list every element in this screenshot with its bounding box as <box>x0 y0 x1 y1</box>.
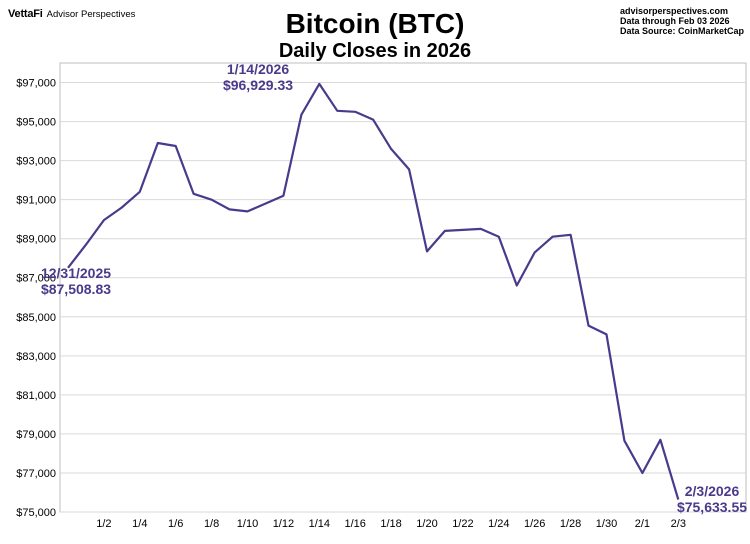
y-tick-label: $75,000 <box>16 507 56 519</box>
x-tick-label: 1/18 <box>380 518 401 530</box>
x-tick-label: 1/4 <box>132 518 147 530</box>
annotation-value: $87,508.83 <box>41 281 111 297</box>
annotation-value: $75,633.55 <box>677 499 747 515</box>
x-tick-label: 1/14 <box>309 518 330 530</box>
y-tick-label: $85,000 <box>16 312 56 324</box>
x-tick-label: 1/8 <box>204 518 219 530</box>
x-tick-label: 1/24 <box>488 518 509 530</box>
btc-price-line <box>67 82 680 500</box>
y-tick-label: $79,000 <box>16 429 56 441</box>
chart-title: Bitcoin (BTC) <box>285 8 465 39</box>
y-tick-label: $83,000 <box>16 351 56 363</box>
annotation-date: 12/31/2025 <box>41 265 111 281</box>
chart-subtitle: Daily Closes in 2026 <box>278 40 472 62</box>
grid-lines <box>60 82 746 513</box>
brand: VettaFi Advisor Perspectives <box>8 8 135 20</box>
y-tick-label: $97,000 <box>16 78 56 90</box>
data-through: Data through Feb 03 2026 <box>619 16 730 26</box>
x-tick-label: 1/12 <box>273 518 294 530</box>
y-tick-label: $95,000 <box>16 117 56 129</box>
y-tick-label: $91,000 <box>16 195 56 207</box>
y-tick-label: $87,000 <box>16 273 56 285</box>
x-tick-label: 2/3 <box>671 518 686 530</box>
x-tick-label: 1/20 <box>416 518 437 530</box>
x-tick-label: 1/2 <box>96 518 111 530</box>
annotation-date: 1/14/2026 <box>227 61 289 77</box>
x-axis: 1/2 1/4 1/6 1/8 1/10 1/12 1/14 1/16 1/18 1/20 1/22… <box>96 518 686 530</box>
series-group <box>67 82 680 500</box>
y-tick-label: $89,000 <box>16 234 56 246</box>
annotations: 12/31/2025$87,508.83 1/14/2026$96,929.33 2… <box>41 61 747 515</box>
annotation-date: 2/3/2026 <box>685 483 740 499</box>
site-url: advisorperspectives.com <box>619 6 729 16</box>
x-tick-label: 1/16 <box>344 518 365 530</box>
vettafi-logo: VettaFi <box>8 8 43 20</box>
y-axis: $75,000 $77,000 $79,000 $81,000 $83,000 $85,0… <box>16 78 56 519</box>
source-note: advisorperspectives.com Data through Feb… <box>620 6 744 36</box>
y-tick-label: $81,000 <box>16 390 56 402</box>
data-source: Data Source: CoinMarketCap <box>619 26 744 36</box>
x-tick-label: 1/6 <box>168 518 183 530</box>
org-name: Advisor Perspectives <box>46 8 136 20</box>
x-tick-label: 1/26 <box>524 518 545 530</box>
x-tick-label: 2/1 <box>635 518 650 530</box>
plot-area <box>59 62 747 513</box>
x-tick-label: 1/10 <box>237 518 258 530</box>
y-tick-label: $93,000 <box>16 156 56 168</box>
x-tick-label: 1/30 <box>596 518 617 530</box>
y-tick-label: $77,000 <box>16 468 56 480</box>
annotation-value: $96,929.33 <box>223 77 293 93</box>
x-tick-label: 1/28 <box>560 518 581 530</box>
x-tick-label: 1/22 <box>452 518 473 530</box>
